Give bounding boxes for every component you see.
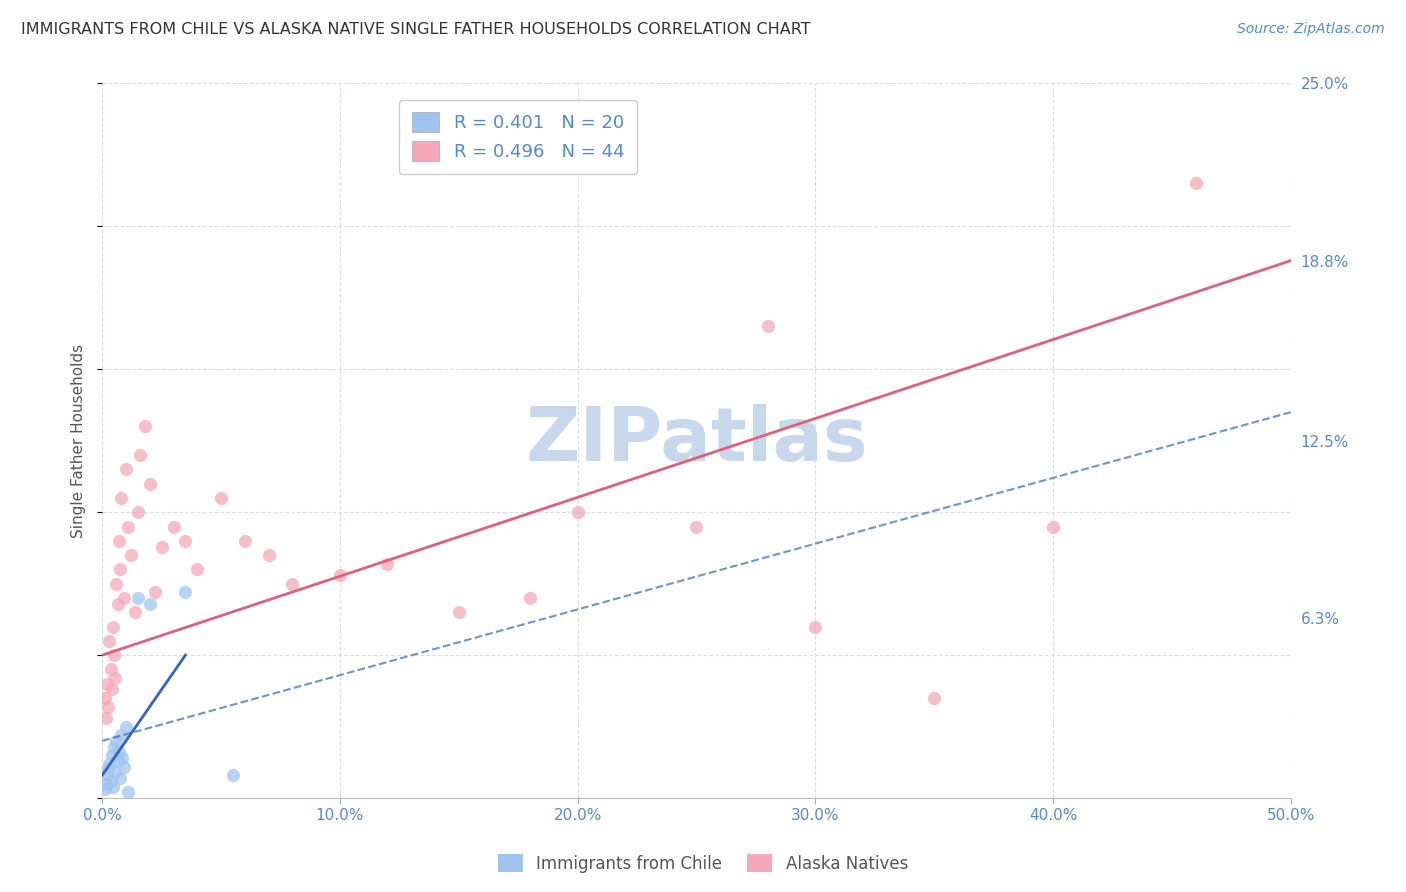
Point [115, 720, 138, 734]
Point [108, 771, 131, 785]
Text: IMMIGRANTS FROM CHILE VS ALASKA NATIVE SINGLE FATHER HOUSEHOLDS CORRELATION CHAR: IMMIGRANTS FROM CHILE VS ALASKA NATIVE S… [21, 22, 811, 37]
Point [103, 648, 125, 662]
Point [150, 540, 173, 554]
Y-axis label: Single Father Households: Single Father Households [72, 343, 86, 538]
Point [804, 619, 827, 633]
Point [139, 597, 162, 611]
Point [101, 619, 124, 633]
Point [110, 491, 132, 505]
Point [447, 605, 470, 619]
Point [101, 780, 124, 794]
Point [129, 448, 152, 462]
Point [1184, 177, 1206, 191]
Point [567, 505, 589, 519]
Point [127, 505, 149, 519]
Point [685, 519, 707, 533]
Point [108, 562, 131, 576]
Point [112, 591, 135, 605]
Point [143, 585, 166, 599]
Point [134, 419, 156, 434]
Point [94, 777, 117, 791]
Legend: Immigrants from Chile, Alaska Natives: Immigrants from Chile, Alaska Natives [491, 847, 915, 880]
Point [756, 319, 779, 334]
Point [120, 548, 142, 562]
Point [222, 768, 245, 782]
Point [117, 785, 139, 799]
Point [257, 548, 280, 562]
Point [108, 533, 131, 548]
Text: Source: ZipAtlas.com: Source: ZipAtlas.com [1237, 22, 1385, 37]
Point [105, 576, 128, 591]
Point [329, 568, 352, 582]
Point [162, 519, 184, 533]
Point [209, 491, 232, 505]
Point [96, 768, 118, 782]
Point [94, 711, 117, 725]
Point [124, 605, 146, 619]
Point [117, 519, 139, 533]
Point [111, 751, 134, 765]
Point [108, 745, 131, 759]
Point [107, 597, 129, 611]
Point [98, 756, 121, 771]
Point [97, 763, 120, 777]
Point [139, 476, 162, 491]
Point [377, 557, 399, 571]
Text: ZIPatlas: ZIPatlas [526, 404, 868, 477]
Point [281, 576, 304, 591]
Point [93, 691, 115, 706]
Point [100, 748, 122, 763]
Legend: R = 0.401   N = 20, R = 0.496   N = 44: R = 0.401 N = 20, R = 0.496 N = 44 [399, 100, 637, 174]
Point [107, 754, 129, 768]
Point [97, 699, 120, 714]
Point [100, 773, 122, 788]
Point [519, 591, 541, 605]
Point [174, 585, 197, 599]
Point [96, 677, 118, 691]
Point [105, 734, 128, 748]
Point [233, 533, 256, 548]
Point [186, 562, 208, 576]
Point [922, 691, 945, 706]
Point [127, 591, 149, 605]
Point [100, 682, 122, 697]
Point [112, 759, 135, 773]
Point [100, 662, 122, 676]
Point [98, 633, 121, 648]
Point [93, 782, 115, 797]
Point [104, 765, 127, 780]
Point [103, 739, 125, 754]
Point [104, 671, 127, 685]
Point [174, 533, 197, 548]
Point [115, 462, 138, 476]
Point [110, 728, 132, 742]
Point [1042, 519, 1064, 533]
